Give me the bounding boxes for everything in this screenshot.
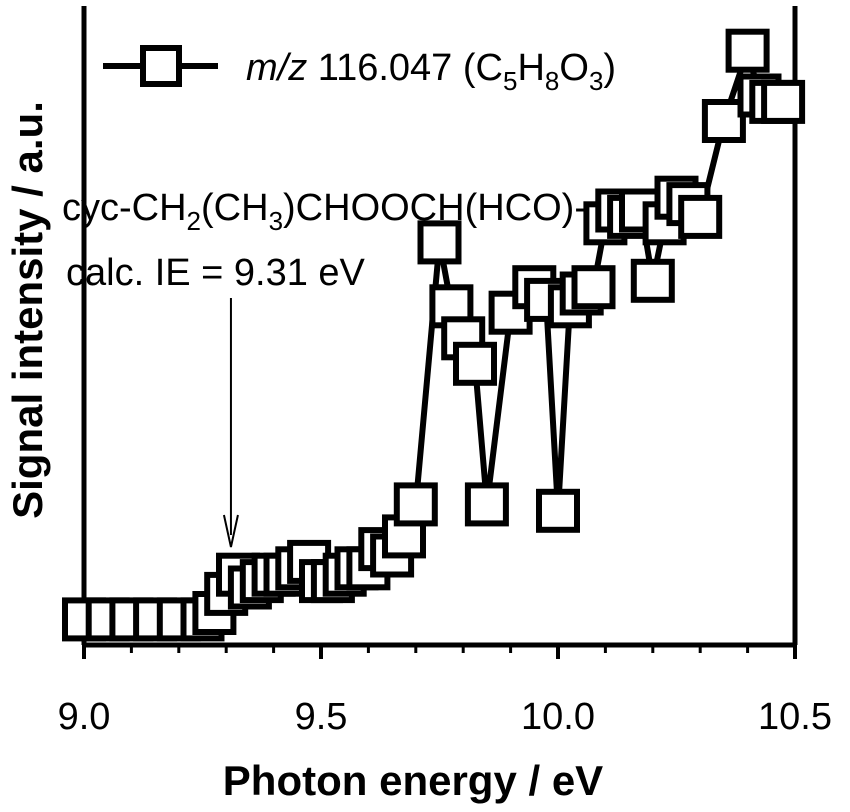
ie-arrow bbox=[222, 298, 239, 548]
annotation-line-1: cyc-CH2(CH3)CHOOCH(HCO)- bbox=[62, 187, 587, 236]
x-tick-label: 10.0 bbox=[521, 696, 595, 738]
y-axis-title: Signal intensity / a.u. bbox=[4, 101, 51, 519]
x-tick-label: 9.5 bbox=[295, 696, 348, 738]
x-tick-label: 10.5 bbox=[758, 696, 832, 738]
series-line bbox=[84, 47, 784, 623]
x-axis-title: Photon energy / eV bbox=[223, 757, 603, 804]
ie-annotation: cyc-CH2(CH3)CHOOCH(HCO)- calc. IE = 9.31… bbox=[62, 187, 587, 548]
legend-label: m/z 116.047 (C5H8O3) bbox=[246, 47, 616, 96]
data-point bbox=[464, 482, 509, 527]
series-markers bbox=[62, 28, 806, 642]
x-tick-label: 9.0 bbox=[58, 696, 111, 738]
ie-arrow-head bbox=[222, 514, 239, 548]
data-point bbox=[725, 28, 770, 73]
data-point bbox=[678, 194, 723, 239]
data-point bbox=[453, 341, 497, 386]
data-point bbox=[761, 79, 806, 124]
annotation-line-2: calc. IE = 9.31 eV bbox=[66, 252, 366, 294]
data-point bbox=[571, 265, 616, 310]
data-point bbox=[630, 258, 675, 303]
legend: m/z 116.047 (C5H8O3) bbox=[103, 45, 616, 96]
data-point bbox=[701, 99, 746, 143]
data-point bbox=[417, 220, 462, 265]
series-lines bbox=[84, 47, 784, 623]
data-point bbox=[393, 482, 438, 527]
data-point bbox=[536, 488, 580, 533]
legend-marker bbox=[140, 45, 182, 87]
